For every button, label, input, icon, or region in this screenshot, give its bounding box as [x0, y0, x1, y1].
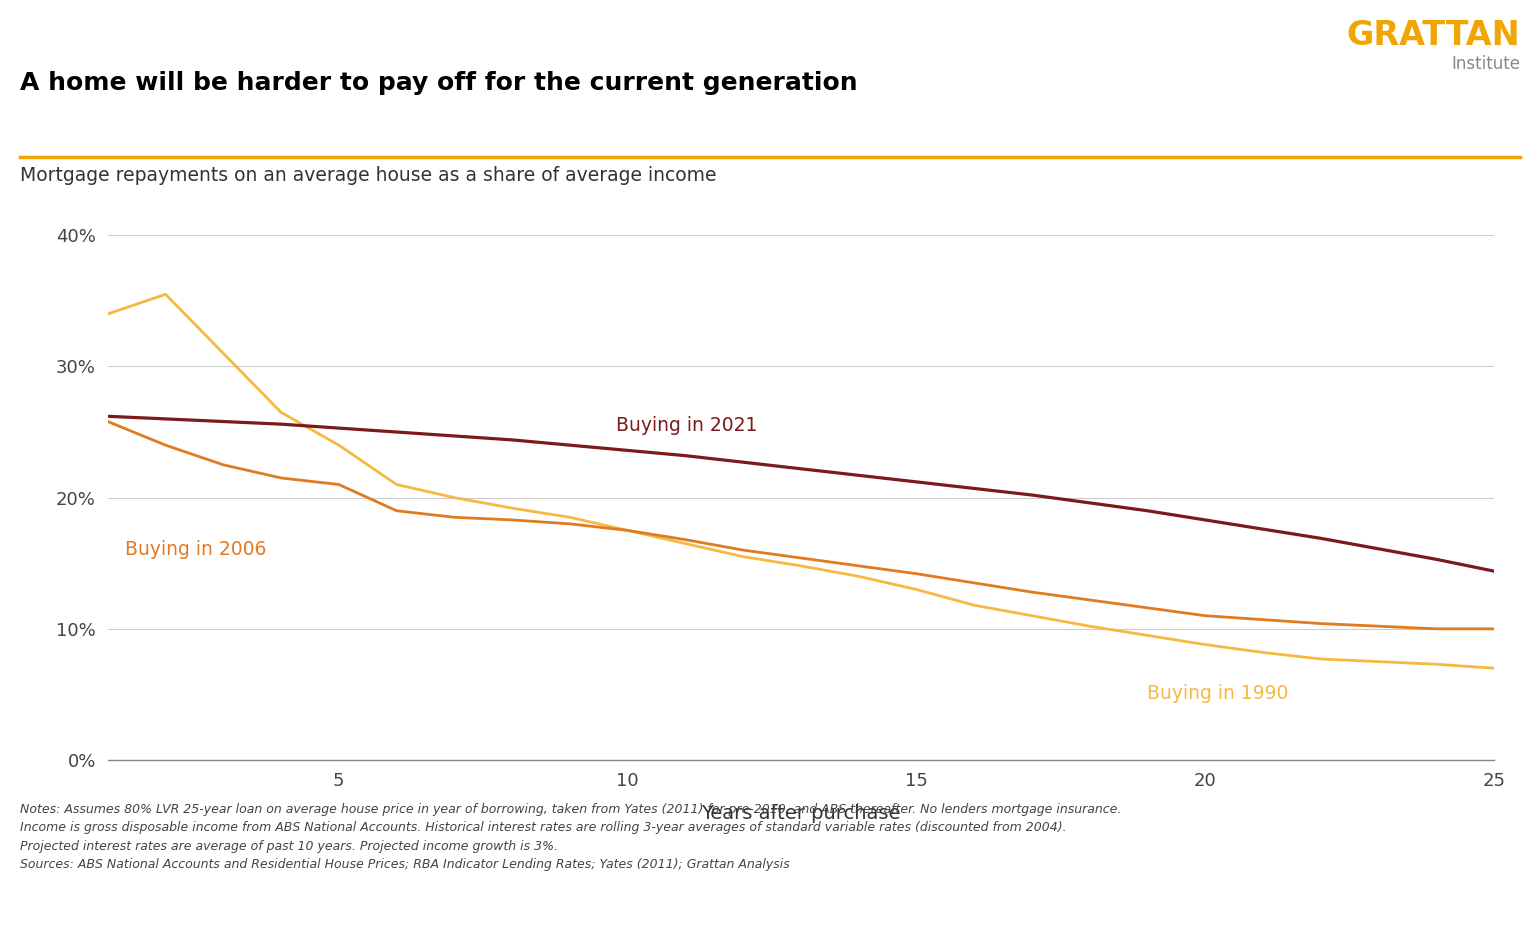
- Text: Buying in 2006: Buying in 2006: [125, 540, 266, 559]
- Text: GRATTAN: GRATTAN: [1346, 19, 1520, 52]
- Text: Mortgage repayments on an average house as a share of average income: Mortgage repayments on an average house …: [20, 166, 716, 185]
- Text: A home will be harder to pay off for the current generation: A home will be harder to pay off for the…: [20, 71, 858, 95]
- Text: Notes: Assumes 80% LVR 25-year loan on average house price in year of borrowing,: Notes: Assumes 80% LVR 25-year loan on a…: [20, 803, 1121, 871]
- X-axis label: Years after purchase: Years after purchase: [701, 804, 901, 823]
- Text: Buying in 2021: Buying in 2021: [616, 416, 758, 435]
- Text: Buying in 1990: Buying in 1990: [1147, 684, 1289, 703]
- Text: Institute: Institute: [1451, 55, 1520, 73]
